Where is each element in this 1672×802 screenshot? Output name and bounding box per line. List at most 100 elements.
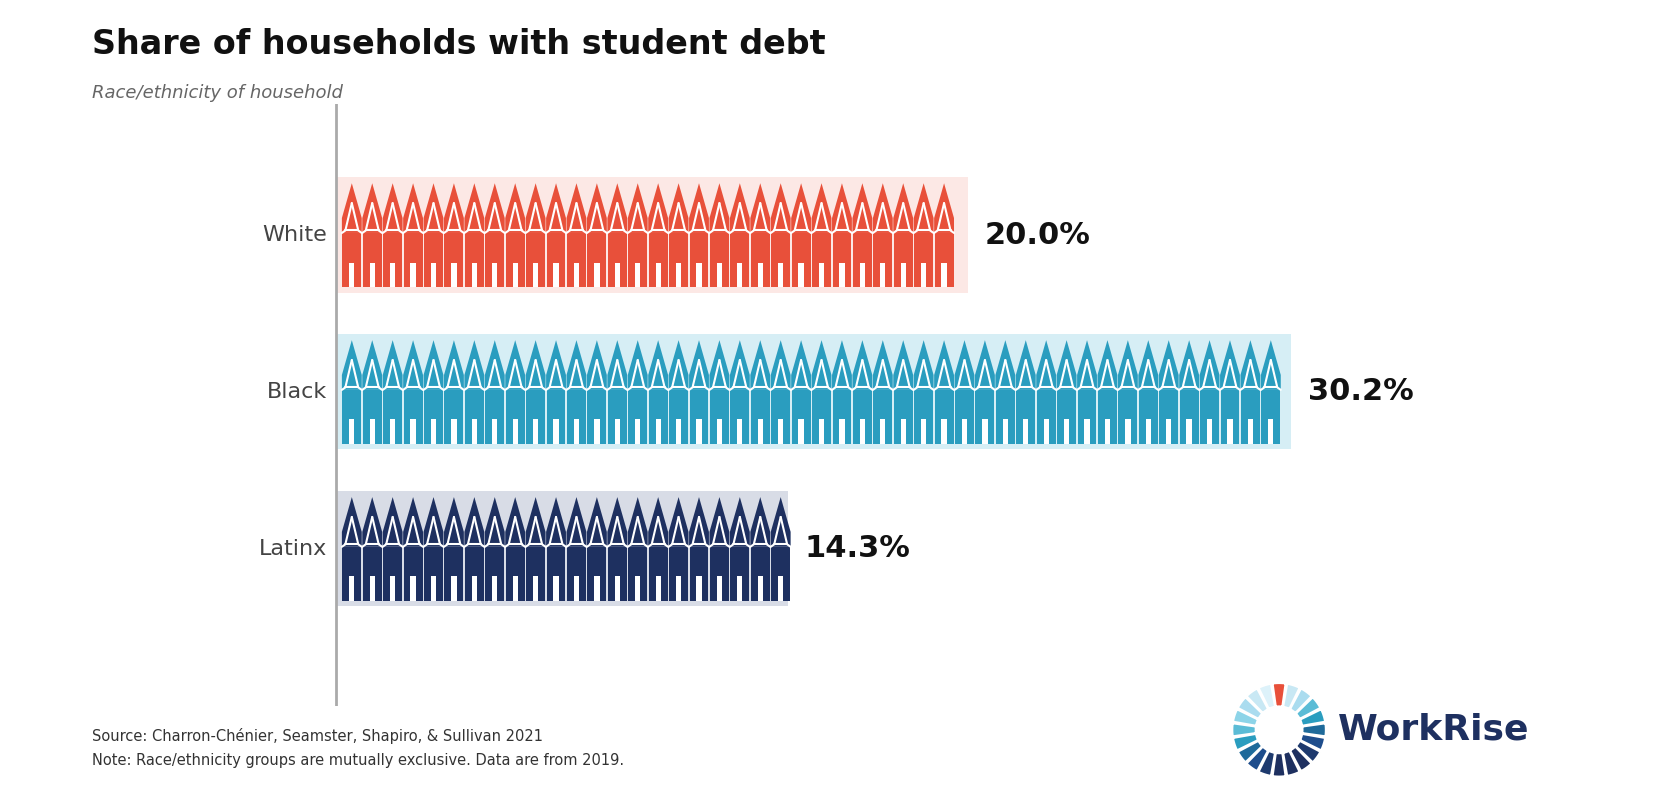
Bar bbox=[573, 577, 579, 601]
Bar bbox=[655, 262, 660, 287]
Bar bbox=[791, 233, 811, 287]
Bar bbox=[833, 233, 851, 287]
Bar bbox=[1119, 390, 1137, 444]
Bar bbox=[813, 233, 831, 287]
Bar bbox=[711, 547, 729, 601]
Bar bbox=[1247, 419, 1252, 444]
Polygon shape bbox=[1282, 751, 1299, 776]
Bar bbox=[567, 233, 585, 287]
Polygon shape bbox=[1301, 734, 1326, 751]
Polygon shape bbox=[751, 340, 771, 390]
Bar bbox=[879, 419, 886, 444]
Bar bbox=[737, 577, 742, 601]
Bar bbox=[587, 547, 607, 601]
Bar bbox=[1043, 419, 1048, 444]
Bar bbox=[839, 419, 844, 444]
Bar bbox=[431, 419, 436, 444]
Bar bbox=[771, 547, 791, 601]
Bar bbox=[445, 547, 463, 601]
Polygon shape bbox=[709, 340, 729, 390]
Polygon shape bbox=[505, 340, 525, 390]
Bar bbox=[485, 547, 505, 601]
Polygon shape bbox=[1232, 709, 1257, 726]
Bar bbox=[675, 577, 681, 601]
Bar bbox=[777, 419, 784, 444]
Polygon shape bbox=[649, 497, 669, 547]
Bar bbox=[649, 547, 667, 601]
Polygon shape bbox=[1291, 747, 1311, 772]
Bar bbox=[1227, 419, 1232, 444]
Polygon shape bbox=[689, 340, 709, 390]
Bar bbox=[901, 419, 906, 444]
Bar bbox=[813, 390, 831, 444]
Polygon shape bbox=[771, 497, 791, 547]
Bar bbox=[1221, 390, 1239, 444]
Polygon shape bbox=[771, 183, 791, 233]
Polygon shape bbox=[995, 340, 1015, 390]
Bar bbox=[383, 233, 401, 287]
Polygon shape bbox=[607, 340, 627, 390]
Bar bbox=[533, 419, 538, 444]
Bar bbox=[390, 262, 395, 287]
Polygon shape bbox=[893, 340, 913, 390]
Polygon shape bbox=[465, 340, 485, 390]
Bar bbox=[839, 262, 844, 287]
Bar bbox=[799, 419, 804, 444]
Bar bbox=[410, 577, 416, 601]
Bar bbox=[425, 390, 443, 444]
Polygon shape bbox=[1057, 340, 1077, 390]
Polygon shape bbox=[833, 183, 851, 233]
Bar bbox=[485, 390, 505, 444]
Text: 14.3%: 14.3% bbox=[804, 534, 911, 563]
Bar bbox=[717, 577, 722, 601]
Polygon shape bbox=[1272, 753, 1286, 776]
Polygon shape bbox=[1237, 741, 1262, 763]
Bar bbox=[1125, 419, 1130, 444]
Polygon shape bbox=[423, 497, 443, 547]
Bar bbox=[791, 390, 811, 444]
Bar bbox=[410, 419, 416, 444]
Bar bbox=[594, 262, 600, 287]
Polygon shape bbox=[811, 340, 831, 390]
Polygon shape bbox=[485, 497, 505, 547]
Polygon shape bbox=[1301, 709, 1326, 726]
Bar bbox=[777, 262, 784, 287]
Bar bbox=[431, 577, 436, 601]
Bar bbox=[799, 262, 804, 287]
Bar bbox=[975, 390, 995, 444]
Bar bbox=[451, 577, 456, 601]
Bar bbox=[513, 262, 518, 287]
Bar bbox=[609, 233, 627, 287]
Bar bbox=[696, 419, 702, 444]
Bar bbox=[669, 233, 689, 287]
Bar bbox=[961, 419, 966, 444]
Bar bbox=[553, 262, 558, 287]
Polygon shape bbox=[525, 183, 545, 233]
Polygon shape bbox=[913, 183, 933, 233]
Bar bbox=[451, 419, 456, 444]
Bar bbox=[915, 233, 933, 287]
Bar bbox=[492, 577, 497, 601]
Polygon shape bbox=[383, 497, 403, 547]
Bar bbox=[615, 419, 620, 444]
Bar bbox=[655, 419, 660, 444]
Bar bbox=[895, 390, 913, 444]
Polygon shape bbox=[1241, 340, 1261, 390]
Bar bbox=[573, 262, 579, 287]
Bar bbox=[527, 390, 545, 444]
Polygon shape bbox=[1179, 340, 1199, 390]
Bar bbox=[669, 547, 689, 601]
Bar bbox=[1099, 390, 1117, 444]
Bar bbox=[505, 547, 525, 601]
Polygon shape bbox=[525, 497, 545, 547]
Bar bbox=[1187, 419, 1192, 444]
Bar bbox=[465, 390, 483, 444]
Bar bbox=[403, 233, 423, 287]
Bar bbox=[587, 390, 607, 444]
Polygon shape bbox=[1237, 697, 1262, 719]
Text: Race/ethnicity of household: Race/ethnicity of household bbox=[92, 84, 343, 102]
Polygon shape bbox=[403, 497, 423, 547]
Polygon shape bbox=[1119, 340, 1139, 390]
Bar bbox=[833, 390, 851, 444]
Bar bbox=[336, 492, 788, 606]
